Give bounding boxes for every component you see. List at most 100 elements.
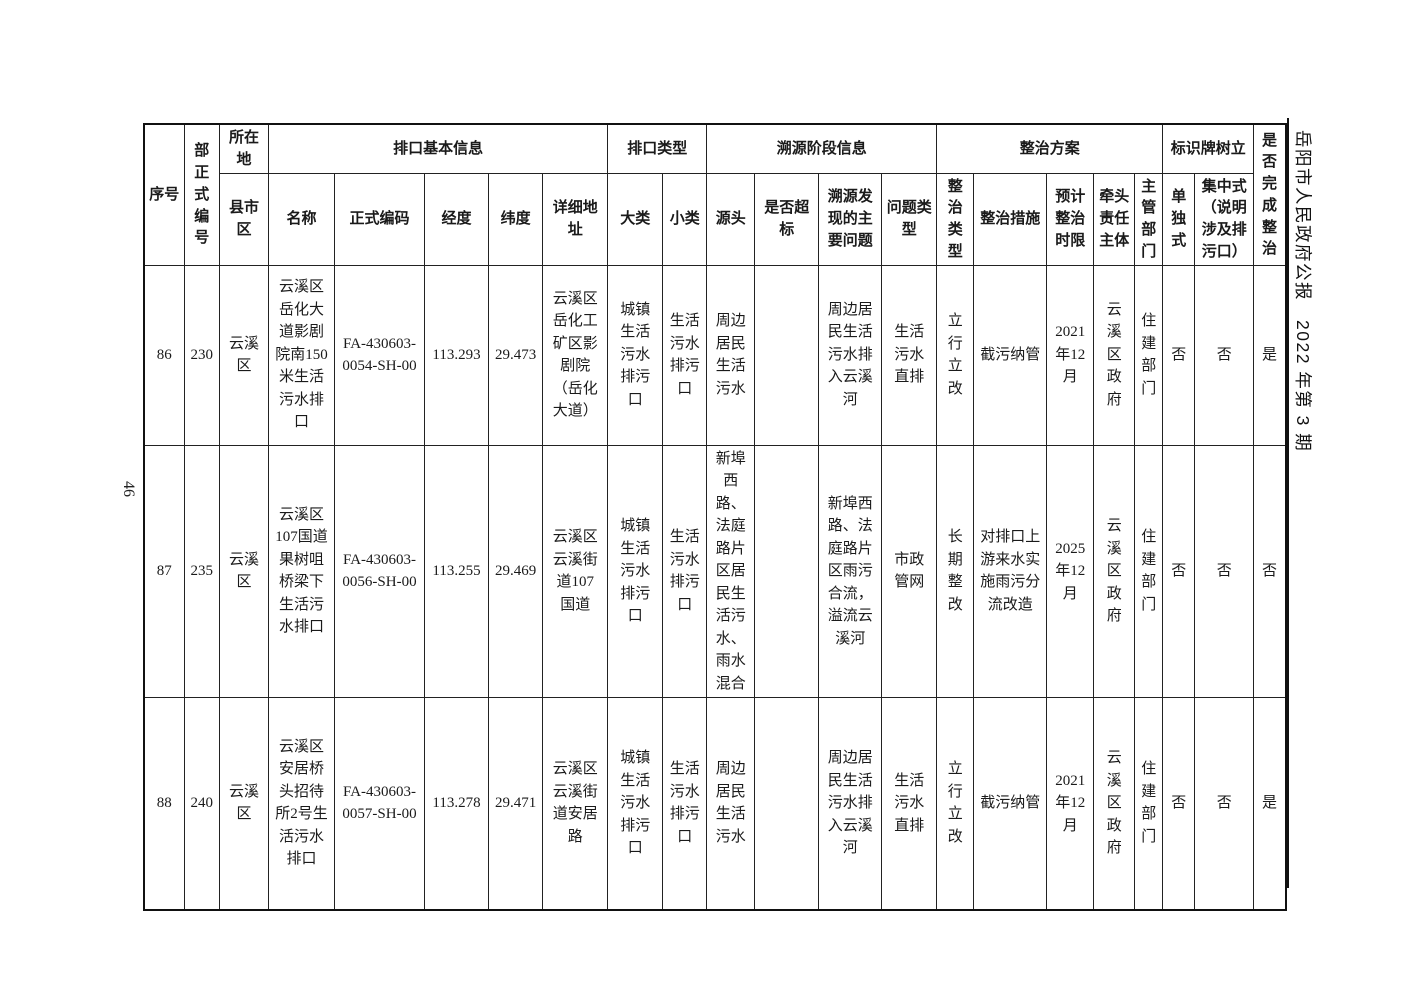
cell-rect-type: 立行立改 bbox=[936, 264, 975, 446]
header-major-class: 大类 bbox=[607, 172, 664, 266]
header-deadline: 预计整治时限 bbox=[1046, 172, 1095, 266]
cell-completed: 是 bbox=[1253, 697, 1287, 910]
cell-major-class: 城镇生活污水排污口 bbox=[607, 264, 664, 446]
header-group-basic-info: 排口基本信息 bbox=[267, 123, 609, 174]
header-centralized: 集中式（说明涉及排污口） bbox=[1194, 172, 1255, 266]
cell-lead: 云溪区政府 bbox=[1093, 444, 1136, 698]
header-ministry-code: 部正式编号 bbox=[183, 123, 220, 266]
header-lead: 牵头责任主体 bbox=[1093, 172, 1136, 266]
cell-ministry-code: 235 bbox=[183, 444, 220, 698]
header-dept: 主管部门 bbox=[1134, 172, 1164, 266]
cell-deadline: 2021年12月 bbox=[1046, 264, 1095, 446]
cell-exceed bbox=[754, 444, 820, 698]
header-group-plan: 整治方案 bbox=[936, 123, 1164, 174]
cell-lead: 云溪区政府 bbox=[1093, 264, 1136, 446]
side-page-number-text: 46 bbox=[120, 481, 137, 497]
cell-dept: 住建部门 bbox=[1134, 697, 1164, 910]
header-latitude: 纬度 bbox=[487, 172, 544, 266]
cell-longitude: 113.278 bbox=[424, 697, 489, 910]
cell-no: 87 bbox=[143, 444, 185, 698]
cell-exceed bbox=[754, 264, 820, 446]
header-group-sign-setup: 标识牌树立 bbox=[1162, 123, 1255, 174]
cell-address: 云溪区云溪街道107国道 bbox=[542, 444, 609, 698]
header-code: 正式编码 bbox=[334, 172, 425, 266]
header-name: 名称 bbox=[268, 172, 335, 266]
cell-standalone: 否 bbox=[1162, 697, 1196, 910]
cell-latitude: 29.473 bbox=[487, 264, 544, 446]
header-location: 所在地 bbox=[219, 123, 269, 174]
gazette-title-text: 岳阳市人民政府公报 2022 年第 3 期 bbox=[1293, 130, 1313, 453]
cell-centralized: 否 bbox=[1194, 697, 1255, 910]
header-rect-measure: 整治措施 bbox=[973, 172, 1048, 266]
cell-standalone: 否 bbox=[1162, 264, 1196, 446]
cell-code: FA-430603-0056-SH-00 bbox=[334, 444, 425, 698]
cell-rect-measure: 对排口上游来水实施雨污分流改造 bbox=[973, 444, 1048, 698]
header-minor-class: 小类 bbox=[662, 172, 708, 266]
cell-dept: 住建部门 bbox=[1134, 264, 1164, 446]
header-completed: 是否完成整治 bbox=[1253, 123, 1287, 266]
cell-source: 新埠西路、法庭路片区居民生活污水、雨水混合 bbox=[706, 444, 756, 698]
gazette-divider-rule bbox=[1287, 118, 1289, 888]
cell-no: 86 bbox=[143, 264, 185, 446]
header-source: 源头 bbox=[706, 172, 756, 266]
cell-completed: 是 bbox=[1253, 264, 1287, 446]
cell-no: 88 bbox=[143, 697, 185, 910]
cell-district: 云溪区 bbox=[219, 697, 269, 910]
cell-deadline: 2025年12月 bbox=[1046, 444, 1095, 698]
cell-major-class: 城镇生活污水排污口 bbox=[607, 697, 664, 910]
header-exceed: 是否超标 bbox=[754, 172, 820, 266]
cell-rect-type: 长期整改 bbox=[936, 444, 975, 698]
cell-address: 云溪区岳化工矿区影剧院（岳化大道） bbox=[542, 264, 609, 446]
cell-name: 云溪区107国道果树咀桥梁下生活污水排口 bbox=[268, 444, 335, 698]
cell-major-class: 城镇生活污水排污口 bbox=[607, 444, 664, 698]
cell-rect-measure: 截污纳管 bbox=[973, 697, 1048, 910]
cell-ministry-code: 240 bbox=[183, 697, 220, 910]
cell-lead: 云溪区政府 bbox=[1093, 697, 1136, 910]
header-address: 详细地址 bbox=[542, 172, 609, 266]
header-main-issue: 溯源发现的主要问题 bbox=[818, 172, 883, 266]
header-issue-type: 问题类型 bbox=[881, 172, 938, 266]
cell-exceed bbox=[754, 697, 820, 910]
gazette-title: 岳阳市人民政府公报 2022 年第 3 期 bbox=[1293, 130, 1403, 452]
table-row-87: 87 235 云溪区 云溪区107国道果树咀桥梁下生活污水排口 FA-43060… bbox=[143, 444, 1287, 698]
cell-issue-type: 生活污水直排 bbox=[881, 264, 938, 446]
header-serial: 序号 bbox=[143, 123, 185, 266]
header-district: 县市区 bbox=[219, 172, 269, 266]
cell-district: 云溪区 bbox=[219, 264, 269, 446]
cell-latitude: 29.471 bbox=[487, 697, 544, 910]
cell-minor-class: 生活污水排污口 bbox=[662, 444, 708, 698]
cell-code: FA-430603-0054-SH-00 bbox=[334, 264, 425, 446]
cell-code: FA-430603-0057-SH-00 bbox=[334, 697, 425, 910]
cell-minor-class: 生活污水排污口 bbox=[662, 697, 708, 910]
table-row-86: 86 230 云溪区 云溪区岳化大道影剧院南150米生活污水排口 FA-4306… bbox=[143, 264, 1287, 446]
cell-dept: 住建部门 bbox=[1134, 444, 1164, 698]
header-rect-type: 整治类型 bbox=[936, 172, 975, 266]
cell-minor-class: 生活污水排污口 bbox=[662, 264, 708, 446]
cell-centralized: 否 bbox=[1194, 444, 1255, 698]
cell-longitude: 113.293 bbox=[424, 264, 489, 446]
header-group-tracing-info: 溯源阶段信息 bbox=[706, 123, 938, 174]
header-longitude: 经度 bbox=[424, 172, 489, 266]
outlet-remediation-table: 序号 部正式编号 所在地 排口基本信息 排口类型 溯源阶段信息 整治方案 标识牌… bbox=[143, 123, 1287, 911]
header-group-outlet-type: 排口类型 bbox=[607, 123, 708, 174]
cell-district: 云溪区 bbox=[219, 444, 269, 698]
cell-longitude: 113.255 bbox=[424, 444, 489, 698]
cell-source: 周边居民生活污水 bbox=[706, 697, 756, 910]
cell-source: 周边居民生活污水 bbox=[706, 264, 756, 446]
cell-issue-type: 生活污水直排 bbox=[881, 697, 938, 910]
cell-name: 云溪区岳化大道影剧院南150米生活污水排口 bbox=[268, 264, 335, 446]
cell-centralized: 否 bbox=[1194, 264, 1255, 446]
cell-completed: 否 bbox=[1253, 444, 1287, 698]
cell-ministry-code: 230 bbox=[183, 264, 220, 446]
cell-main-issue: 周边居民生活污水排入云溪河 bbox=[818, 264, 883, 446]
cell-rect-measure: 截污纳管 bbox=[973, 264, 1048, 446]
table-row-88: 88 240 云溪区 云溪区安居桥头招待所2号生活污水排口 FA-430603-… bbox=[143, 697, 1287, 910]
cell-deadline: 2021年12月 bbox=[1046, 697, 1095, 910]
cell-rect-type: 立行立改 bbox=[936, 697, 975, 910]
header-standalone: 单独式 bbox=[1162, 172, 1196, 266]
cell-latitude: 29.469 bbox=[487, 444, 544, 698]
cell-issue-type: 市政管网 bbox=[881, 444, 938, 698]
cell-standalone: 否 bbox=[1162, 444, 1196, 698]
cell-main-issue: 新埠西路、法庭路片区雨污合流，溢流云溪河 bbox=[818, 444, 883, 698]
